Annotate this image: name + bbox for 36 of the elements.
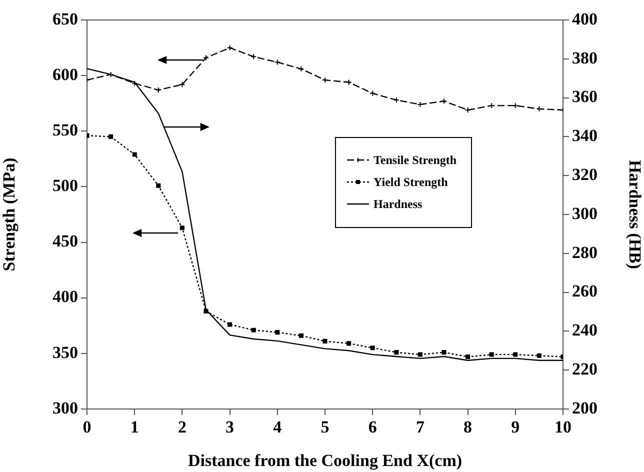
y-tick-label: 400	[52, 287, 78, 306]
y-tick-label: 500	[52, 176, 78, 196]
y2-axis-title: Hardness (HB)	[625, 160, 644, 270]
y-tick-label: 600	[52, 64, 78, 84]
x-tick-label: 9	[511, 418, 520, 437]
x-tick-label: 4	[273, 418, 282, 437]
x-tick-label: 5	[320, 418, 330, 437]
x-tick-label: 2	[178, 418, 186, 437]
y-tick-label: 450	[52, 232, 78, 251]
x-tick-label: 1	[130, 418, 139, 437]
legend-label: Hardness	[374, 196, 422, 212]
y-axis-title: Strength (MPa)	[0, 158, 19, 272]
legend-label: Yield Strength	[374, 174, 448, 190]
x-tick-label: 0	[82, 418, 92, 437]
y2-tick-label: 220	[572, 359, 598, 378]
y2-tick-label: 320	[572, 164, 598, 184]
y2-tick-label: 360	[572, 87, 598, 106]
legend-label: Tensile Strength	[374, 152, 457, 168]
y2-tick-label: 280	[572, 242, 598, 262]
y2-tick-label: 380	[572, 48, 598, 68]
x-tick-label: 8	[464, 418, 472, 437]
x-tick-label: 10	[554, 418, 572, 437]
x-tick-label: 3	[226, 418, 234, 437]
x-axis-title: Distance from the Cooling End X(cm)	[188, 451, 462, 470]
y2-tick-label: 400	[572, 9, 598, 28]
y2-tick-label: 300	[572, 204, 598, 223]
y2-tick-label: 240	[572, 320, 598, 340]
y-tick-label: 300	[52, 398, 78, 418]
x-tick-label: 7	[416, 418, 425, 437]
y-tick-label: 550	[52, 120, 78, 140]
y-tick-label: 650	[52, 9, 78, 28]
x-tick-label: 6	[368, 418, 377, 437]
y2-tick-label: 260	[572, 282, 598, 301]
y2-tick-label: 340	[572, 126, 598, 146]
y2-tick-label: 200	[572, 398, 598, 418]
y-tick-label: 350	[52, 342, 78, 362]
